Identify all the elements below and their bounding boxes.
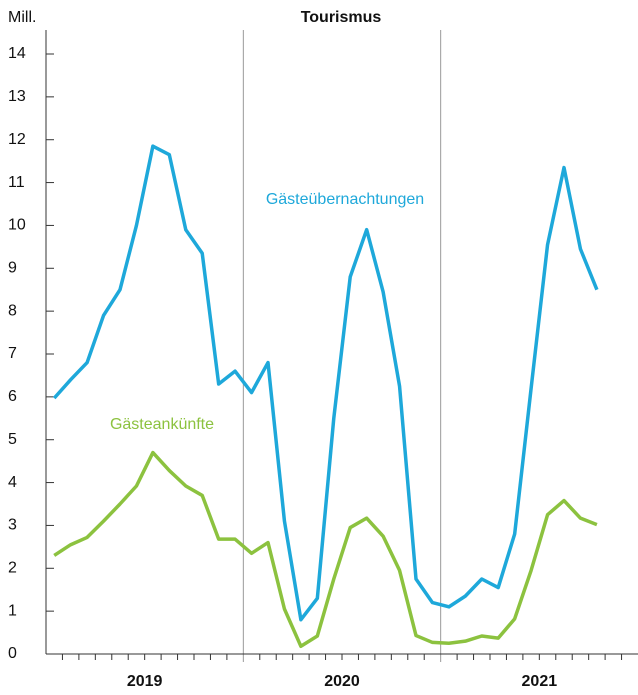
y-tick-label: 5 [8, 431, 17, 448]
line-series [53, 450, 598, 649]
x-year-label: 2021 [522, 673, 558, 690]
x-year-label: 2020 [324, 673, 360, 690]
series-label: Gästeübernachtungen [266, 191, 424, 208]
y-tick-label: 11 [8, 174, 25, 191]
y-tick-label: 1 [8, 602, 17, 619]
y-tick-label: 9 [8, 260, 17, 277]
y-tick-label: 3 [8, 517, 17, 534]
x-year-label: 2019 [127, 673, 163, 690]
y-tick-label: 10 [8, 217, 26, 234]
y-tick-label: 8 [8, 302, 17, 319]
y-tick-label: 7 [8, 345, 17, 362]
y-tick-label: 12 [8, 131, 26, 148]
y-tick-label: 0 [8, 645, 17, 662]
y-tick-label: 13 [8, 88, 26, 105]
line-series [52, 144, 599, 622]
y-tick-label: 4 [8, 474, 17, 491]
y-tick-label: 2 [8, 560, 17, 577]
y-tick-label: 6 [8, 388, 17, 405]
y-tick-label: 14 [8, 45, 26, 62]
series-label: Gästeankünfte [110, 416, 214, 433]
y-axis-unit: Mill. [8, 9, 36, 26]
chart-title: Tourismus [301, 9, 382, 26]
